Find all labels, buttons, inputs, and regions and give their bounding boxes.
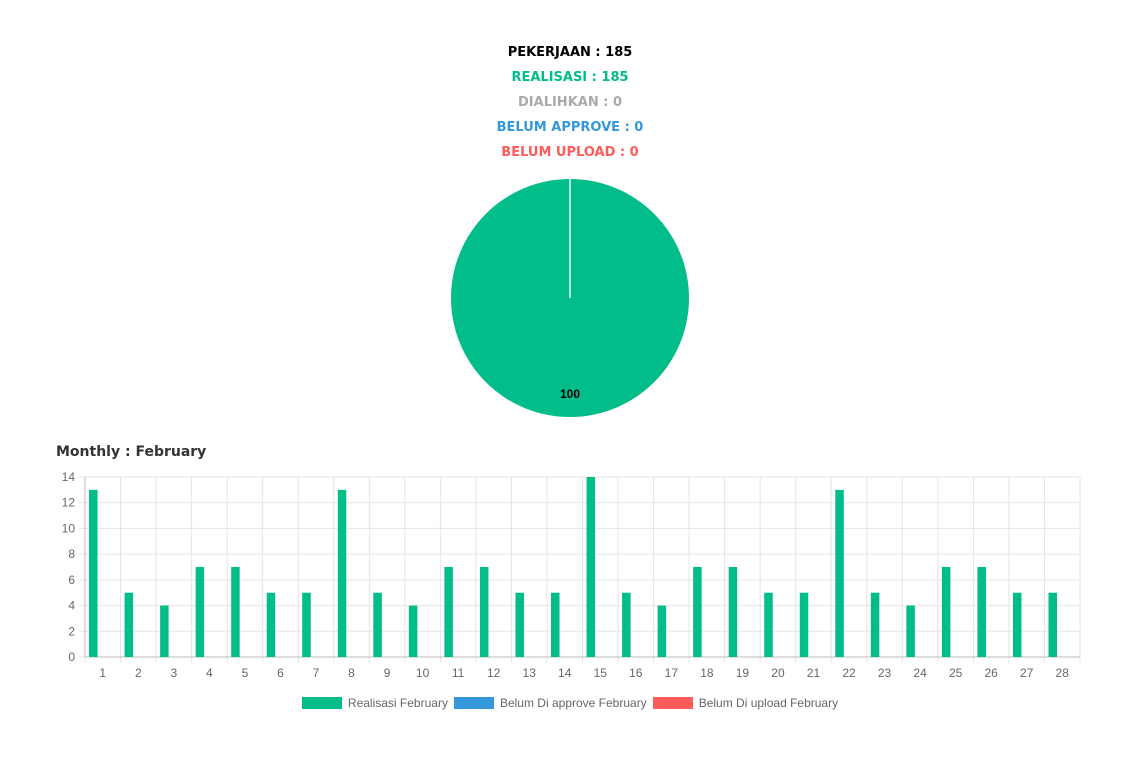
bar-realisasi-february[interactable]	[515, 592, 524, 657]
bar-realisasi-february[interactable]	[195, 567, 205, 657]
x-tick-label: 24	[913, 666, 927, 680]
legend-label: Belum Di approve February	[499, 696, 647, 711]
bar-realisasi-february[interactable]	[799, 592, 809, 657]
legend-swatch	[652, 697, 693, 710]
belum-upload-total: BELUM UPLOAD : 0	[501, 145, 639, 160]
belum-approve-total: BELUM APPROVE : 0	[496, 120, 644, 135]
y-tick-label: 14	[62, 470, 76, 484]
x-tick-label: 25	[949, 666, 963, 680]
bar-realisasi-february[interactable]	[835, 489, 844, 657]
x-tick-label: 23	[878, 666, 892, 680]
bar-realisasi-february[interactable]	[728, 567, 738, 657]
legend-label: Belum Di upload February	[698, 696, 839, 711]
bar-realisasi-february[interactable]	[124, 592, 134, 657]
legend-item[interactable]: Belum Di approve February	[453, 695, 647, 711]
x-tick-label: 19	[736, 666, 750, 680]
x-tick-label: 2	[135, 666, 142, 680]
bar-realisasi-february[interactable]	[266, 592, 276, 657]
x-tick-label: 26	[984, 666, 998, 680]
bar-realisasi-february[interactable]	[870, 592, 880, 657]
legend-swatch	[301, 697, 342, 710]
x-tick-label: 20	[771, 666, 785, 680]
x-tick-label: 12	[487, 666, 501, 680]
y-tick-label: 4	[68, 599, 75, 613]
bar-realisasi-february[interactable]	[1048, 592, 1058, 657]
x-tick-label: 28	[1056, 666, 1070, 680]
x-tick-label: 9	[384, 666, 391, 680]
y-tick-label: 6	[68, 573, 75, 587]
x-tick-label: 10	[416, 666, 430, 680]
bar-realisasi-february[interactable]	[160, 605, 169, 657]
legend-swatch	[453, 697, 494, 710]
bar-realisasi-february[interactable]	[444, 567, 453, 657]
x-tick-label: 6	[277, 666, 284, 680]
x-tick-label: 8	[348, 666, 355, 680]
chart-legend: Realisasi February Belum Di approve Febru…	[0, 695, 1140, 710]
x-tick-label: 17	[665, 666, 679, 680]
y-tick-label: 0	[68, 650, 75, 664]
x-tick-label: 1	[99, 666, 106, 680]
x-tick-label: 16	[629, 666, 643, 680]
bar-realisasi-february[interactable]	[941, 567, 951, 657]
bar-realisasi-february[interactable]	[657, 605, 667, 657]
realisasi-total: REALISASI : 185	[511, 70, 629, 85]
x-tick-label: 15	[594, 666, 608, 680]
summary-panel: PEKERJAAN : 185 REALISASI : 185 DIALIHKA…	[0, 40, 1140, 165]
x-tick-label: 5	[242, 666, 249, 680]
legend-item[interactable]: Belum Di upload February	[652, 695, 839, 711]
bar-realisasi-february[interactable]	[586, 477, 596, 657]
x-tick-label: 3	[170, 666, 177, 680]
legend-item[interactable]: Realisasi February	[301, 695, 448, 711]
x-tick-label: 18	[700, 666, 714, 680]
x-tick-label: 11	[452, 666, 465, 680]
x-tick-label: 7	[313, 666, 320, 680]
y-tick-label: 2	[68, 624, 75, 638]
y-tick-label: 8	[68, 547, 75, 561]
bar-realisasi-february[interactable]	[337, 489, 347, 657]
monthly-title: Monthly : February	[56, 444, 207, 460]
bar-realisasi-february[interactable]	[977, 567, 986, 657]
bar-realisasi-february[interactable]	[764, 592, 773, 657]
x-tick-label: 21	[807, 666, 821, 680]
bar-realisasi-february[interactable]	[693, 567, 702, 657]
x-tick-label: 22	[842, 666, 856, 680]
x-tick-label: 13	[523, 666, 537, 680]
bar-realisasi-february[interactable]	[231, 567, 240, 657]
bar-realisasi-february[interactable]	[906, 605, 915, 657]
x-tick-label: 4	[206, 666, 213, 680]
bar-realisasi-february[interactable]	[1012, 592, 1022, 657]
pie-slice-label: 100	[560, 387, 580, 401]
bar-realisasi-february[interactable]	[408, 605, 418, 657]
bar-realisasi-february[interactable]	[89, 489, 98, 657]
y-tick-label: 10	[62, 521, 76, 535]
bar-realisasi-february[interactable]	[551, 592, 560, 657]
dialihkan-total: DIALIHKAN : 0	[518, 95, 622, 110]
pie-chart: 100	[451, 179, 689, 417]
bar-realisasi-february[interactable]	[479, 567, 489, 657]
x-tick-label: 27	[1020, 666, 1034, 680]
y-tick-label: 12	[62, 496, 76, 510]
x-tick-label: 14	[558, 666, 572, 680]
pekerjaan-total: PEKERJAAN : 185	[507, 45, 633, 60]
legend-label: Realisasi February	[347, 696, 448, 711]
bar-realisasi-february[interactable]	[302, 592, 311, 657]
bar-realisasi-february[interactable]	[622, 592, 631, 657]
bar-realisasi-february[interactable]	[373, 592, 382, 657]
